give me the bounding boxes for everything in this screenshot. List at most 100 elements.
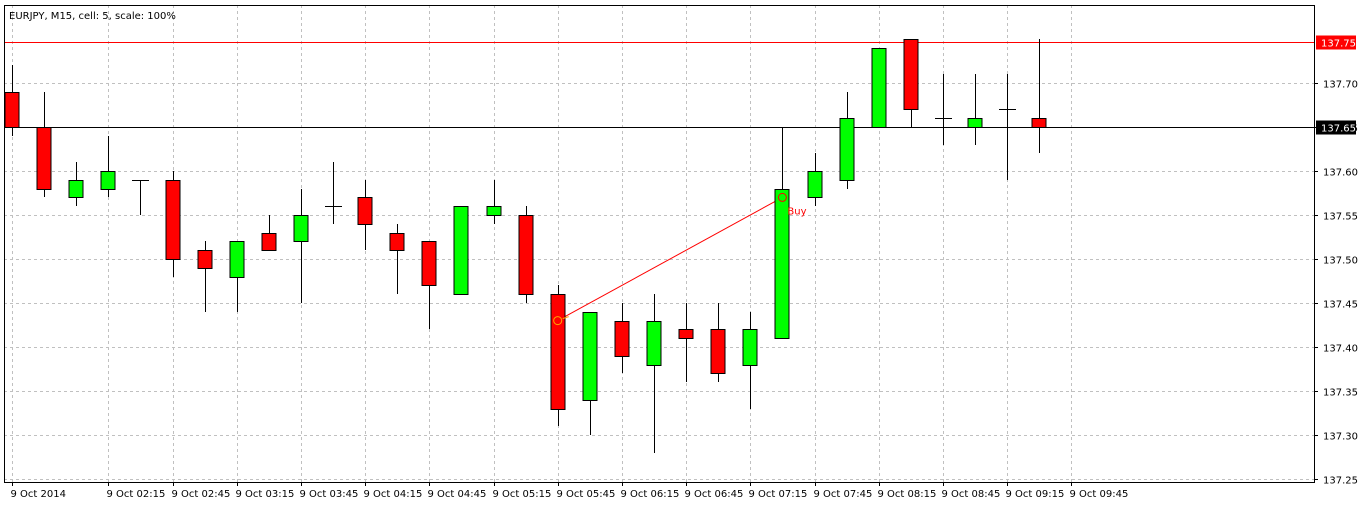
time-tick-label: 9 Oct 08:15 bbox=[878, 489, 937, 500]
candle bbox=[903, 39, 919, 127]
candle bbox=[421, 241, 437, 329]
trade-line bbox=[557, 196, 783, 322]
candle bbox=[518, 206, 534, 303]
candle bbox=[4, 65, 20, 136]
candle bbox=[1031, 39, 1047, 153]
candle bbox=[486, 180, 502, 224]
time-tick-label: 9 Oct 07:15 bbox=[749, 489, 808, 500]
trade-line-group bbox=[557, 196, 783, 322]
time-tick-label: 9 Oct 02:15 bbox=[107, 489, 166, 500]
entry-marker-tick bbox=[562, 316, 569, 320]
candle bbox=[871, 48, 887, 128]
time-tick-label: 9 Oct 03:45 bbox=[300, 489, 359, 500]
time-tick-label: 9 Oct 02:45 bbox=[172, 489, 231, 500]
ask-line-price-box bbox=[1316, 35, 1356, 50]
time-tick-label: 9 Oct 05:45 bbox=[557, 489, 616, 500]
candle-body bbox=[582, 312, 598, 401]
time-tick-label: 9 Oct 2014 bbox=[11, 489, 66, 500]
exit-marker bbox=[777, 192, 787, 202]
candle bbox=[839, 92, 855, 189]
candle-body bbox=[4, 92, 20, 128]
candle bbox=[678, 303, 694, 382]
candle bbox=[999, 74, 1016, 180]
time-axis: 9 Oct 2014 9 Oct 02:15 9 Oct 02:45 9 Oct 03… bbox=[11, 482, 1129, 500]
candle bbox=[197, 241, 213, 312]
candle-body bbox=[197, 250, 213, 269]
candle-body bbox=[453, 206, 469, 295]
time-tick-label: 9 Oct 09:45 bbox=[1070, 489, 1129, 500]
price-tick-label: 137.35 bbox=[1323, 388, 1358, 399]
candle bbox=[293, 189, 309, 303]
entry-marker bbox=[553, 316, 563, 326]
price-axis: 137.70 137.65 137.60 137.55 137.50 137.45 137.… bbox=[1314, 35, 1358, 487]
candle bbox=[710, 303, 726, 382]
candle-body bbox=[967, 118, 983, 128]
candle-body bbox=[486, 206, 502, 216]
candle bbox=[36, 92, 52, 197]
candle-body bbox=[165, 180, 181, 260]
price-tick-label: 137.30 bbox=[1323, 432, 1358, 443]
trade-label: Buy bbox=[787, 206, 806, 217]
candle-body bbox=[550, 294, 566, 410]
price-tick-label: 137.40 bbox=[1323, 344, 1358, 355]
chart-title: EURJPY, M15, cell: 5, scale: 100% bbox=[9, 11, 176, 22]
candle bbox=[68, 162, 84, 206]
time-tick-label: 9 Oct 08:45 bbox=[942, 489, 1001, 500]
candle bbox=[807, 153, 823, 206]
time-tick-label: 9 Oct 09:15 bbox=[1006, 489, 1065, 500]
candle bbox=[132, 180, 149, 215]
bid-line-price-label: 137.65 bbox=[1321, 124, 1356, 135]
candle bbox=[229, 241, 245, 312]
candle bbox=[582, 312, 598, 435]
candle-body bbox=[774, 189, 790, 339]
bid-line-price-box bbox=[1316, 120, 1356, 135]
candle-body bbox=[646, 321, 662, 366]
candle-body bbox=[100, 171, 116, 190]
ask-line-price-label: 137.75 bbox=[1321, 39, 1356, 50]
chart-frame bbox=[4, 5, 1315, 483]
price-lines bbox=[4, 42, 1314, 128]
candle-body bbox=[357, 197, 373, 225]
candle bbox=[967, 74, 983, 145]
candle bbox=[935, 74, 952, 145]
time-tick-label: 9 Oct 03:15 bbox=[236, 489, 295, 500]
candle bbox=[357, 180, 373, 250]
candle bbox=[325, 162, 342, 224]
candle-body bbox=[614, 321, 630, 357]
candle bbox=[614, 303, 630, 373]
candle bbox=[453, 206, 469, 295]
price-tick-label: 137.60 bbox=[1323, 168, 1358, 179]
plot-border bbox=[4, 5, 1315, 483]
candle-body bbox=[903, 39, 919, 110]
time-tick-label: 9 Oct 07:45 bbox=[814, 489, 873, 500]
candle-body bbox=[518, 215, 534, 295]
price-tick-label: 137.45 bbox=[1323, 300, 1358, 311]
candle bbox=[100, 136, 116, 197]
candles: Buy bbox=[4, 39, 1047, 453]
time-tick-label: 9 Oct 06:15 bbox=[621, 489, 680, 500]
price-tick-label: 137.55 bbox=[1323, 212, 1358, 223]
time-tick-label: 9 Oct 06:45 bbox=[685, 489, 744, 500]
price-tick-label: 137.50 bbox=[1323, 256, 1358, 267]
candle-body bbox=[68, 180, 84, 198]
candle bbox=[742, 312, 758, 409]
candle bbox=[165, 171, 181, 277]
time-tick-label: 9 Oct 04:15 bbox=[364, 489, 423, 500]
time-tick-label: 9 Oct 04:45 bbox=[428, 489, 487, 500]
candle bbox=[261, 215, 277, 251]
time-tick-label: 9 Oct 05:15 bbox=[493, 489, 552, 500]
candle bbox=[550, 285, 566, 426]
candle-body bbox=[871, 48, 887, 128]
candle-body bbox=[839, 118, 855, 181]
candle-body bbox=[421, 241, 437, 286]
price-tick-label: 137.70 bbox=[1323, 80, 1358, 91]
candle-body bbox=[807, 171, 823, 198]
candle bbox=[389, 224, 405, 294]
candle-body bbox=[742, 329, 758, 366]
candle bbox=[774, 127, 790, 339]
candle-body bbox=[389, 233, 405, 251]
candle-body bbox=[678, 329, 694, 339]
candle-body bbox=[293, 215, 309, 242]
